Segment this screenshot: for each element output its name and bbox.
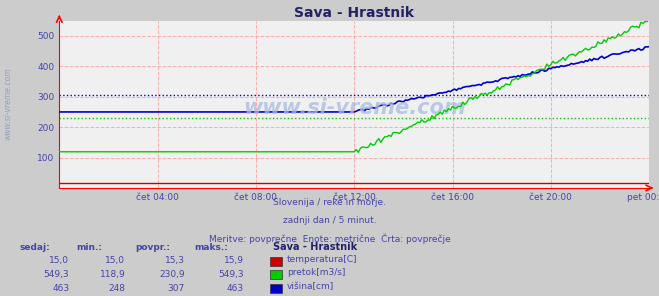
Text: 549,3: 549,3 — [43, 270, 69, 279]
Text: 549,3: 549,3 — [218, 270, 244, 279]
Text: 15,0: 15,0 — [105, 256, 125, 266]
Text: 463: 463 — [52, 284, 69, 293]
Title: Sava - Hrastnik: Sava - Hrastnik — [294, 6, 415, 20]
Text: min.:: min.: — [76, 243, 101, 252]
Text: 307: 307 — [167, 284, 185, 293]
Text: povpr.:: povpr.: — [135, 243, 170, 252]
Text: Sava - Hrastnik: Sava - Hrastnik — [273, 242, 358, 252]
Text: temperatura[C]: temperatura[C] — [287, 255, 357, 264]
Text: 118,9: 118,9 — [100, 270, 125, 279]
Text: maks.:: maks.: — [194, 243, 228, 252]
Text: Slovenija / reke in morje.: Slovenija / reke in morje. — [273, 198, 386, 207]
Text: 248: 248 — [108, 284, 125, 293]
Text: sedaj:: sedaj: — [20, 243, 51, 252]
Text: 15,9: 15,9 — [224, 256, 244, 266]
Text: višina[cm]: višina[cm] — [287, 282, 334, 291]
Text: 15,3: 15,3 — [165, 256, 185, 266]
Text: pretok[m3/s]: pretok[m3/s] — [287, 268, 345, 277]
Text: Meritve: povprečne  Enote: metrične  Črta: povprečje: Meritve: povprečne Enote: metrične Črta:… — [209, 234, 450, 244]
Text: 463: 463 — [227, 284, 244, 293]
Text: www.si-vreme.com: www.si-vreme.com — [243, 98, 465, 118]
Text: 15,0: 15,0 — [49, 256, 69, 266]
Text: 230,9: 230,9 — [159, 270, 185, 279]
Text: zadnji dan / 5 minut.: zadnji dan / 5 minut. — [283, 216, 376, 225]
Text: www.si-vreme.com: www.si-vreme.com — [3, 67, 13, 140]
